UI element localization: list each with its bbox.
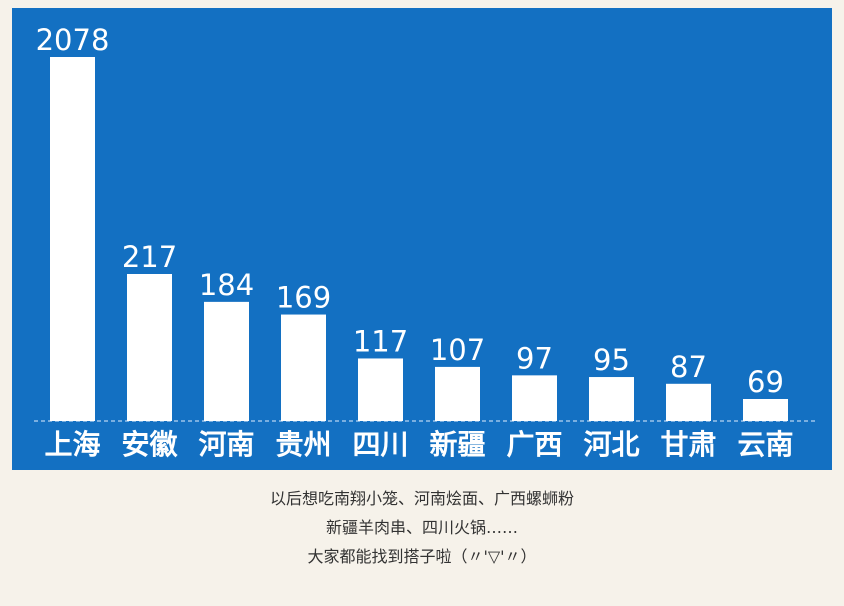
bar-5 [435, 366, 480, 421]
bar-chart: 2078 上海 217 安徽 184 河南 169 贵州 117 四川 107 新疆 97 广西 95 河北 8… [34, 23, 818, 461]
bar-value-label-0: 2078 [36, 23, 110, 57]
category-label-4: 四川 [352, 428, 408, 461]
bar-value-label-7: 95 [593, 343, 630, 377]
category-label-8: 甘肃 [660, 428, 716, 461]
category-label-5: 新疆 [429, 428, 485, 461]
bar-value-label-2: 184 [199, 268, 254, 302]
bar-6 [512, 375, 557, 421]
bar-value-label-9: 69 [747, 365, 784, 399]
category-label-1: 安徽 [121, 428, 178, 461]
bar-1 [127, 274, 172, 421]
category-label-6: 广西 [506, 428, 562, 461]
category-label-9: 云南 [737, 428, 793, 461]
bar-value-label-3: 169 [276, 281, 331, 315]
caption-line-2: 新疆羊肉串、四川火锅…… [325, 518, 518, 537]
bar-3 [281, 314, 326, 421]
caption-line-3: 大家都能找到搭子啦（〃'▽'〃） [307, 547, 537, 566]
category-label-2: 河南 [198, 428, 254, 461]
category-label-7: 河北 [583, 428, 639, 461]
bar-2 [204, 301, 249, 421]
bar-8 [666, 383, 711, 421]
bar-value-label-6: 97 [516, 341, 553, 375]
bar-9 [743, 399, 788, 421]
caption-line-1: 以后想吃南翔小笼、河南烩面、广西螺蛳粉 [269, 489, 574, 508]
category-label-3: 贵州 [275, 428, 331, 461]
caption: 以后想吃南翔小笼、河南烩面、广西螺蛳粉 新疆羊肉串、四川火锅…… 大家都能找到搭… [0, 484, 844, 571]
bar-7 [589, 377, 634, 421]
bar-0 [50, 57, 95, 421]
bar-value-label-1: 217 [122, 240, 177, 274]
chart-panel: 2078 上海 217 安徽 184 河南 169 贵州 117 四川 107 新疆 97 广西 95 河北 8… [12, 8, 832, 470]
bar-value-label-5: 107 [430, 333, 485, 367]
bar-value-label-8: 87 [670, 350, 707, 384]
category-label-0: 上海 [44, 428, 100, 461]
bar-4 [358, 358, 403, 421]
bar-value-label-4: 117 [353, 324, 408, 358]
